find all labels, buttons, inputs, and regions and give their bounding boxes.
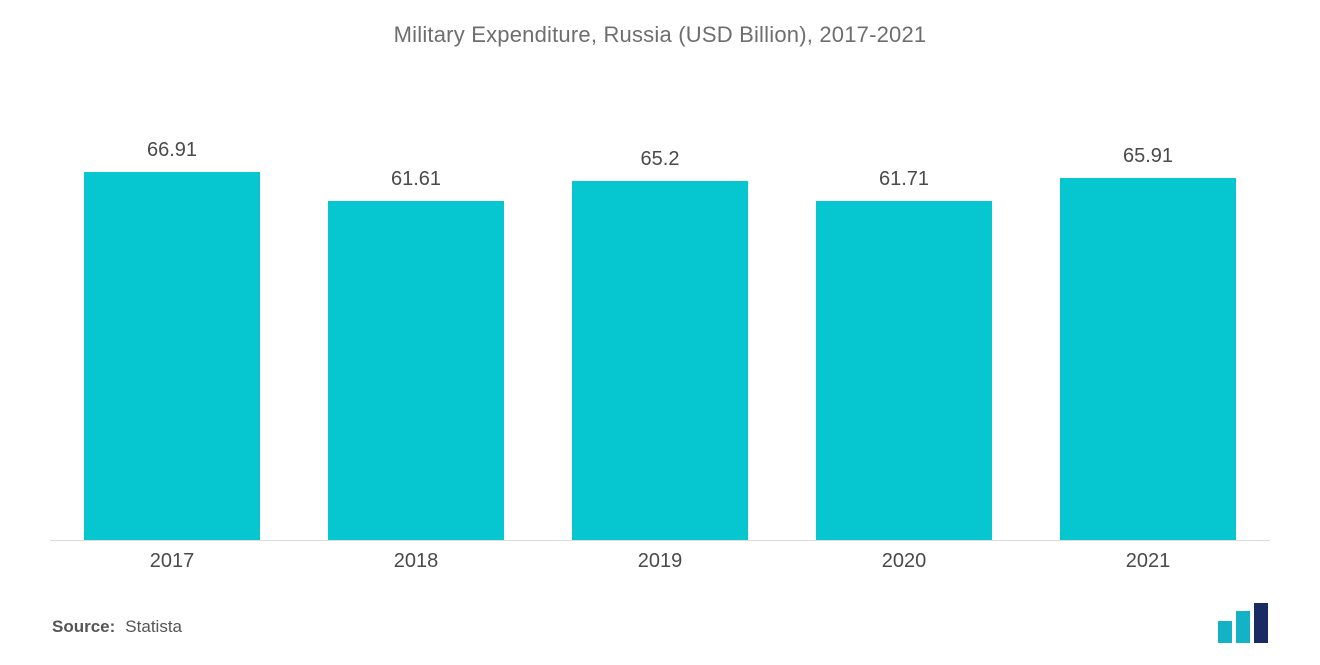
bar-value-label: 66.91 — [147, 139, 197, 162]
bar-slot: 61.71 — [782, 90, 1026, 540]
chart-title: Military Expenditure, Russia (USD Billio… — [0, 0, 1320, 48]
logo-bar-3 — [1254, 603, 1268, 643]
brand-logo-icon — [1216, 603, 1272, 643]
source-footer: Source: Statista — [52, 617, 182, 637]
logo-bar-2 — [1236, 611, 1250, 643]
plot-area: 66.91 61.61 65.2 61.71 65.91 — [50, 90, 1270, 540]
bar-slot: 65.91 — [1026, 90, 1270, 540]
bar-value-label: 61.61 — [391, 168, 441, 191]
x-axis-tick-label: 2017 — [50, 540, 294, 573]
x-axis-tick-label: 2020 — [782, 540, 1026, 573]
bar-rect — [1060, 178, 1236, 541]
x-axis-tick-label: 2021 — [1026, 540, 1270, 573]
bar-slot: 61.61 — [294, 90, 538, 540]
logo-bar-1 — [1218, 621, 1232, 643]
source-label: Source: — [52, 617, 115, 637]
bar-chart-container: Military Expenditure, Russia (USD Billio… — [0, 0, 1320, 665]
source-value: Statista — [125, 617, 182, 637]
bar-slot: 65.2 — [538, 90, 782, 540]
x-axis-labels: 20172018201920202021 — [50, 540, 1270, 573]
bar-value-label: 65.91 — [1123, 145, 1173, 168]
bar-slot: 66.91 — [50, 90, 294, 540]
bar-rect — [328, 201, 504, 540]
bar-rect — [572, 181, 748, 540]
x-axis-tick-label: 2019 — [538, 540, 782, 573]
bar-value-label: 65.2 — [641, 148, 680, 171]
bar-rect — [84, 172, 260, 540]
x-axis-tick-label: 2018 — [294, 540, 538, 573]
bar-rect — [816, 201, 992, 540]
bar-value-label: 61.71 — [879, 168, 929, 191]
